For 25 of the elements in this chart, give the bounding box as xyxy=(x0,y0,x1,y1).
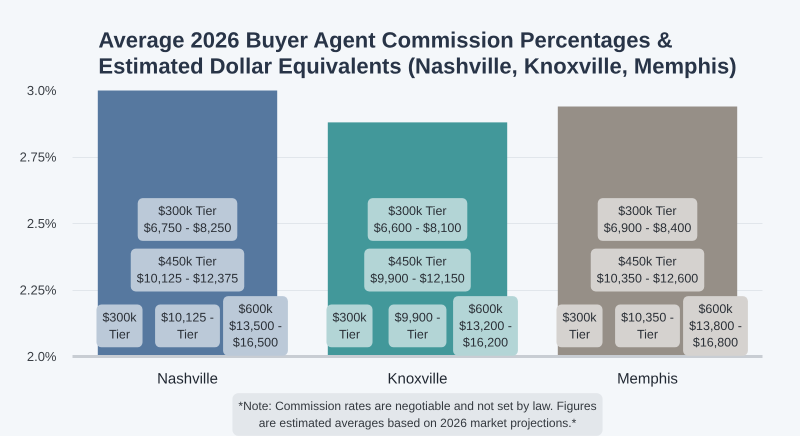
y-tick-label: 2.0% xyxy=(26,349,57,364)
x-tick-label: Memphis xyxy=(617,370,678,388)
annotation: $10,125 - Tier xyxy=(161,310,214,342)
y-tick-label: 2.25% xyxy=(20,282,57,298)
y-tick-label: 3.0% xyxy=(26,83,57,98)
annotation: $300k Tier $6,750 - $8,250 xyxy=(144,204,232,235)
text: *Note: Commission rates are negotiable and not set by law. Figures are estimated averages based on 2026 market projections.* xyxy=(238,399,597,430)
annotation: $450k Tier $10,125 - $12,375 xyxy=(136,254,238,286)
y-tick-label: 2.75% xyxy=(20,150,57,164)
chart-title: Average 2026 Buyer Agent Commission Percentages & Estimated Dollar Equivalents (Nashville, Knoxville, Memphis) xyxy=(98,27,737,78)
annotation: $300k Tier xyxy=(332,310,368,342)
annotation: $600k $13,800 - $16,800 xyxy=(689,302,742,350)
x-tick-label: Knoxville xyxy=(387,370,448,388)
annotation: $9,900 - Tier xyxy=(394,310,440,342)
annotation: $450k Tier $9,900 - $12,150 xyxy=(370,254,465,286)
annotation: $600k $13,500 - $16,500 xyxy=(229,302,282,350)
annotation: $10,350 - Tier xyxy=(621,310,674,342)
x-tick-label: Nashville xyxy=(157,370,218,388)
annotation: $300k Tier xyxy=(562,310,598,342)
annotation: $300k Tier xyxy=(102,310,138,342)
annotation: $300k Tier $6,600 - $8,100 xyxy=(374,204,462,235)
annotation: $450k Tier $10,350 - $12,600 xyxy=(596,254,698,286)
annotation: $300k Tier $6,900 - $8,400 xyxy=(604,204,692,235)
annotation: $600k $13,200 - $16,200 xyxy=(459,302,512,350)
y-tick-label: 2.5% xyxy=(26,216,57,231)
